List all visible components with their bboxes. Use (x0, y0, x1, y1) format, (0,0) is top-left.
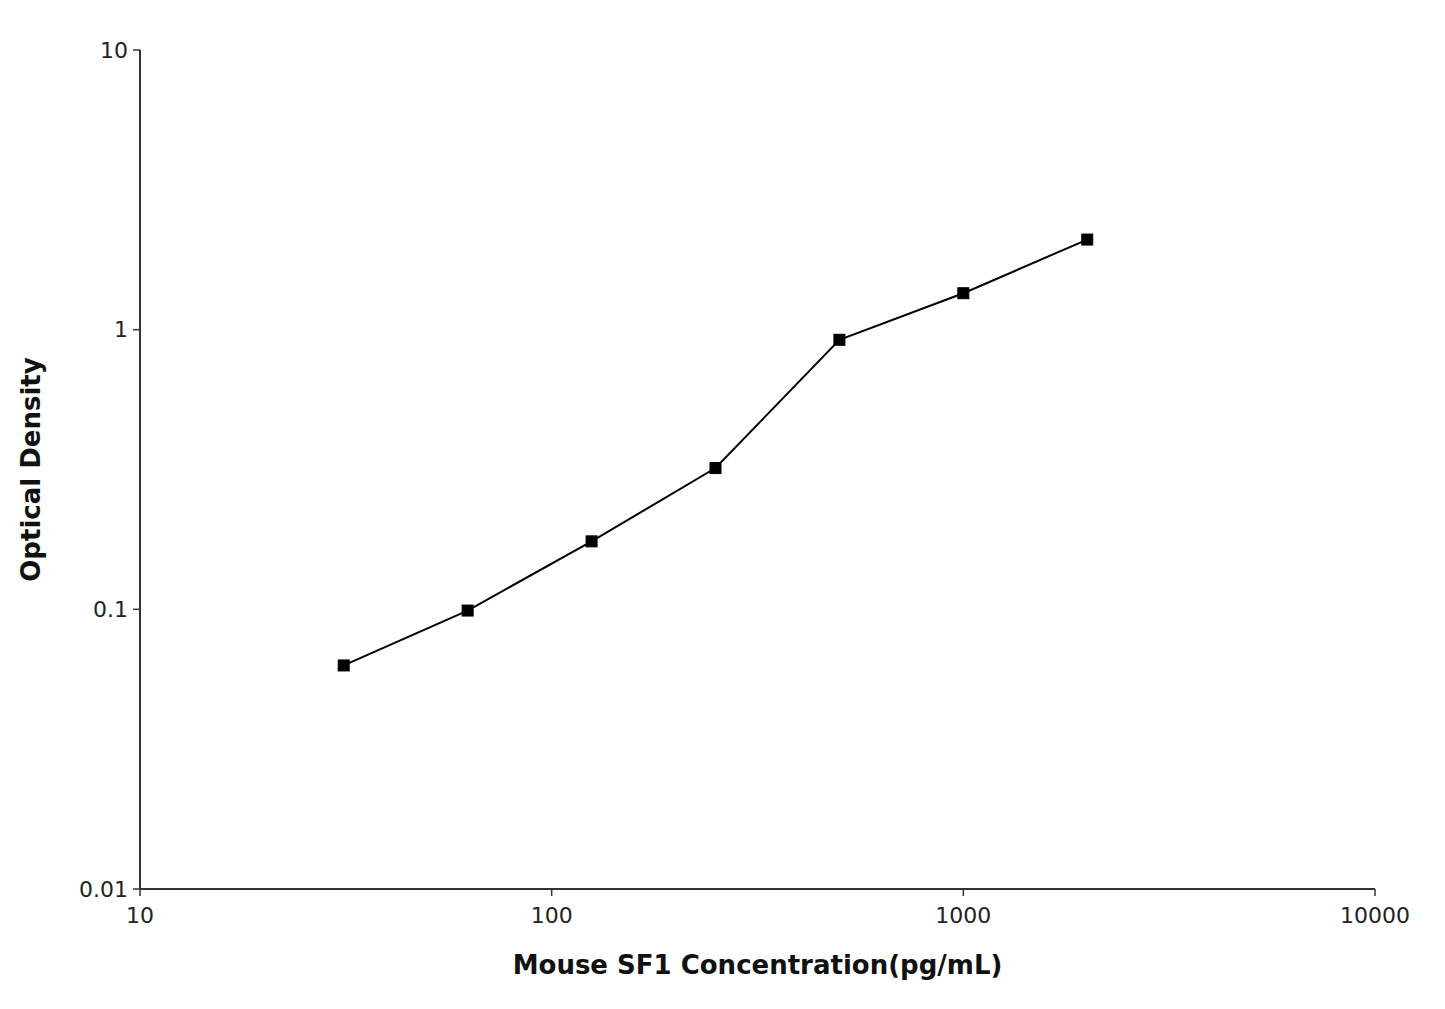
data-point (462, 605, 473, 616)
data-point (958, 288, 969, 299)
data-point (834, 334, 845, 345)
x-axis-line (140, 888, 1375, 890)
background (0, 0, 1445, 1009)
data-point (586, 536, 597, 547)
x-tick-label: 1000 (935, 903, 991, 928)
y-tick-label: 10 (100, 38, 128, 63)
x-tick-label: 100 (531, 903, 573, 928)
x-tick (551, 889, 553, 896)
x-axis-label: Mouse SF1 Concentration(pg/mL) (513, 950, 1003, 980)
x-tick (963, 889, 965, 896)
y-tick (133, 329, 140, 331)
y-tick-label: 0.01 (79, 877, 128, 902)
y-axis-line (139, 50, 141, 889)
y-tick-label: 1 (114, 317, 128, 342)
data-point (1082, 234, 1093, 245)
y-axis-label: Optical Density (16, 357, 46, 582)
y-tick (133, 888, 140, 890)
x-tick (1374, 889, 1376, 896)
plot-area (338, 234, 1093, 671)
x-tick-label: 10 (126, 903, 154, 928)
data-point (338, 660, 349, 671)
y-tick (133, 609, 140, 611)
x-tick (139, 889, 141, 896)
x-tick-label: 10000 (1340, 903, 1410, 928)
y-tick-label: 0.1 (93, 597, 128, 622)
y-tick (133, 49, 140, 51)
data-line (344, 240, 1088, 666)
data-point (710, 463, 721, 474)
chart: 10 100 1000 10000 0.01 0.1 1 10 Mouse SF1 Concen… (0, 0, 1445, 1009)
